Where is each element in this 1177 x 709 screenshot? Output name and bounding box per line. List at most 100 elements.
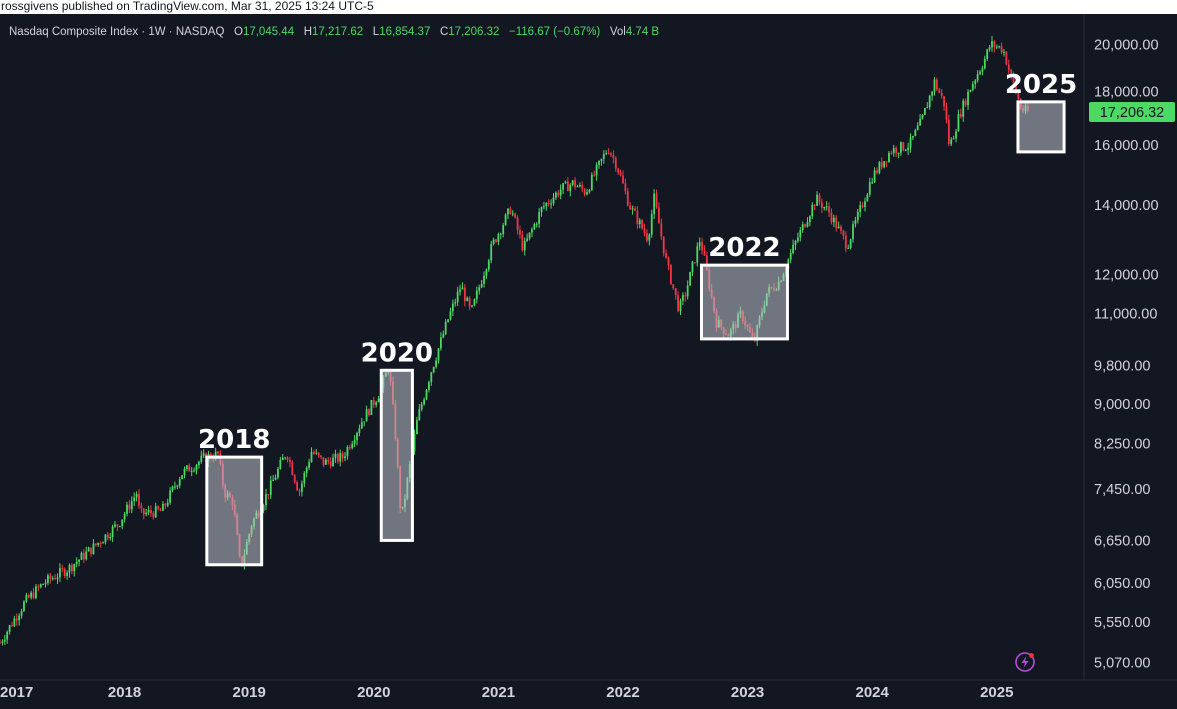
candle-body bbox=[162, 503, 164, 511]
candle-body bbox=[538, 212, 541, 224]
candle-body bbox=[1000, 46, 1003, 53]
candle-body bbox=[332, 457, 334, 467]
candle-body bbox=[533, 224, 536, 230]
candle-body bbox=[3, 639, 6, 642]
candle-body bbox=[68, 564, 71, 573]
candle-body bbox=[375, 402, 378, 405]
candle-body bbox=[832, 217, 835, 223]
candle-body bbox=[483, 275, 485, 284]
candle-body bbox=[658, 207, 660, 224]
candle-body bbox=[30, 592, 33, 598]
candle-body bbox=[23, 601, 25, 612]
lightning-bolt-icon[interactable] bbox=[1015, 652, 1035, 672]
candle-body bbox=[859, 205, 862, 212]
candle-body bbox=[147, 509, 150, 513]
last-price-tag: 17,206.32 bbox=[1089, 102, 1175, 123]
price-tick-label: 11,000.00 bbox=[1094, 307, 1157, 323]
candle-body bbox=[133, 497, 136, 502]
candle-body bbox=[499, 233, 502, 235]
candle-body bbox=[44, 582, 47, 585]
candle-body bbox=[993, 41, 996, 48]
candle-body bbox=[78, 559, 80, 562]
candle-body bbox=[356, 432, 358, 441]
candle-body bbox=[974, 80, 977, 84]
candle-body bbox=[667, 257, 670, 266]
price-tick-label: 8,250.00 bbox=[1094, 436, 1150, 452]
candle-body bbox=[344, 456, 346, 459]
time-axis[interactable]: 2017 2018 2019 2020 2021 2022 2023 2024 2025 bbox=[0, 684, 1013, 701]
candle-body bbox=[626, 191, 629, 206]
candle-body bbox=[121, 519, 124, 527]
candle-body bbox=[70, 564, 73, 572]
candle-body bbox=[693, 262, 696, 264]
candle-body bbox=[617, 168, 620, 173]
annotation-box-2025 bbox=[1016, 100, 1066, 154]
candle-body bbox=[6, 631, 9, 640]
candle-body bbox=[804, 224, 806, 227]
candle-body bbox=[897, 152, 900, 154]
candle-body bbox=[578, 184, 581, 187]
candle-body bbox=[27, 595, 30, 598]
candle-body bbox=[176, 485, 179, 487]
candle-body bbox=[47, 575, 49, 583]
annotation-label-2025: 2025 bbox=[1005, 70, 1077, 100]
symbol-name: Nasdaq Composite Index · 1W · NASDAQ bbox=[9, 26, 225, 38]
price-tick-label: 20,000.00 bbox=[1094, 37, 1159, 53]
candle-body bbox=[957, 113, 960, 132]
time-tick-label: 2022 bbox=[606, 684, 639, 701]
candle-body bbox=[866, 194, 869, 202]
candle-body bbox=[629, 205, 632, 210]
candle-body bbox=[195, 465, 198, 471]
candle-body bbox=[435, 360, 437, 367]
publish-info-text: rossgivens published on TradingView.com,… bbox=[1, 0, 374, 13]
symbol-legend: Nasdaq Composite Index · 1W · NASDAQ O17… bbox=[9, 26, 659, 38]
candle-body bbox=[61, 568, 64, 570]
candle-body bbox=[118, 526, 121, 528]
candle-body bbox=[557, 192, 560, 196]
candle-body bbox=[947, 119, 950, 145]
price-axis[interactable]: 20,000.00 18,000.00 16,000.00 14,000.00 12,0… bbox=[1094, 37, 1159, 671]
candle-body bbox=[454, 302, 457, 304]
candle-body bbox=[701, 242, 703, 251]
candle-body bbox=[185, 465, 188, 469]
candle-body bbox=[145, 512, 148, 515]
candle-body bbox=[607, 152, 610, 154]
candle-body bbox=[284, 457, 287, 459]
time-tick-label: 2017 bbox=[0, 684, 33, 701]
volume-value: 4.74 B bbox=[625, 26, 660, 38]
candle-body bbox=[1, 641, 4, 643]
candle-body bbox=[90, 547, 92, 554]
candle-body bbox=[150, 509, 152, 514]
price-tick-label: 9,800.00 bbox=[1094, 359, 1150, 375]
candle-body bbox=[909, 137, 912, 148]
candle-body bbox=[794, 241, 797, 245]
candle-body bbox=[1010, 69, 1013, 75]
candle-body bbox=[902, 142, 905, 151]
candle-body bbox=[837, 226, 840, 229]
last-price-box bbox=[1089, 102, 1175, 123]
candle-body bbox=[856, 211, 859, 221]
candle-body bbox=[943, 96, 945, 107]
candle-body bbox=[797, 237, 799, 242]
candle-body bbox=[681, 295, 684, 301]
candle-body bbox=[705, 255, 708, 270]
candle-body bbox=[507, 208, 509, 215]
candle-body bbox=[322, 457, 325, 465]
candle-body bbox=[82, 552, 85, 560]
price-tick-label: 14,000.00 bbox=[1094, 198, 1159, 214]
candle-body bbox=[631, 208, 634, 210]
time-tick-label: 2020 bbox=[357, 684, 390, 701]
candle-body bbox=[818, 194, 821, 203]
candle-body bbox=[301, 483, 303, 492]
candle-body bbox=[912, 135, 914, 138]
candle-body bbox=[104, 534, 107, 543]
candle-body bbox=[63, 569, 66, 576]
candle-body bbox=[468, 297, 471, 307]
candle-body bbox=[377, 398, 380, 403]
candle-body bbox=[547, 203, 550, 205]
candle-body bbox=[689, 271, 691, 286]
candle-body bbox=[154, 506, 157, 518]
candle-body bbox=[641, 220, 644, 229]
candle-body bbox=[521, 234, 524, 251]
